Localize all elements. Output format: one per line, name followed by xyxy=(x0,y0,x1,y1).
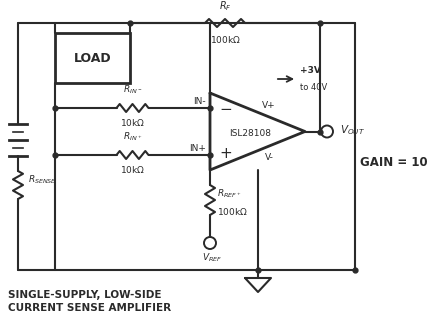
Text: $R_F$: $R_F$ xyxy=(219,0,232,13)
Text: +: + xyxy=(219,147,232,162)
Text: to 40V: to 40V xyxy=(300,83,327,92)
Bar xyxy=(55,33,130,83)
Text: GAIN = 10: GAIN = 10 xyxy=(360,156,428,169)
Text: 10k$\Omega$: 10k$\Omega$ xyxy=(120,117,145,128)
Text: $R_{REF^+}$: $R_{REF^+}$ xyxy=(217,188,242,200)
Text: ISL28108: ISL28108 xyxy=(229,129,271,138)
Text: LOAD: LOAD xyxy=(74,52,111,65)
Text: $R_{IN^+}$: $R_{IN^+}$ xyxy=(123,130,142,143)
Text: −: − xyxy=(219,101,232,116)
Text: V+: V+ xyxy=(262,101,276,110)
Text: $V_{OUT}$: $V_{OUT}$ xyxy=(340,124,365,137)
Text: IN+: IN+ xyxy=(189,144,206,153)
Text: 10k$\Omega$: 10k$\Omega$ xyxy=(120,164,145,175)
Text: V-: V- xyxy=(264,153,273,162)
Text: IN-: IN- xyxy=(194,97,206,106)
Text: +3V: +3V xyxy=(300,66,321,75)
Text: 100k$\Omega$: 100k$\Omega$ xyxy=(210,34,241,45)
Text: $R_{SENSE}$: $R_{SENSE}$ xyxy=(28,174,57,186)
Text: $R_{IN^-}$: $R_{IN^-}$ xyxy=(123,84,142,96)
Text: $V_{REF}$: $V_{REF}$ xyxy=(202,252,222,265)
Text: SINGLE-SUPPLY, LOW-SIDE
CURRENT SENSE AMPLIFIER: SINGLE-SUPPLY, LOW-SIDE CURRENT SENSE AM… xyxy=(8,290,171,313)
Text: 100k$\Omega$: 100k$\Omega$ xyxy=(217,206,248,217)
